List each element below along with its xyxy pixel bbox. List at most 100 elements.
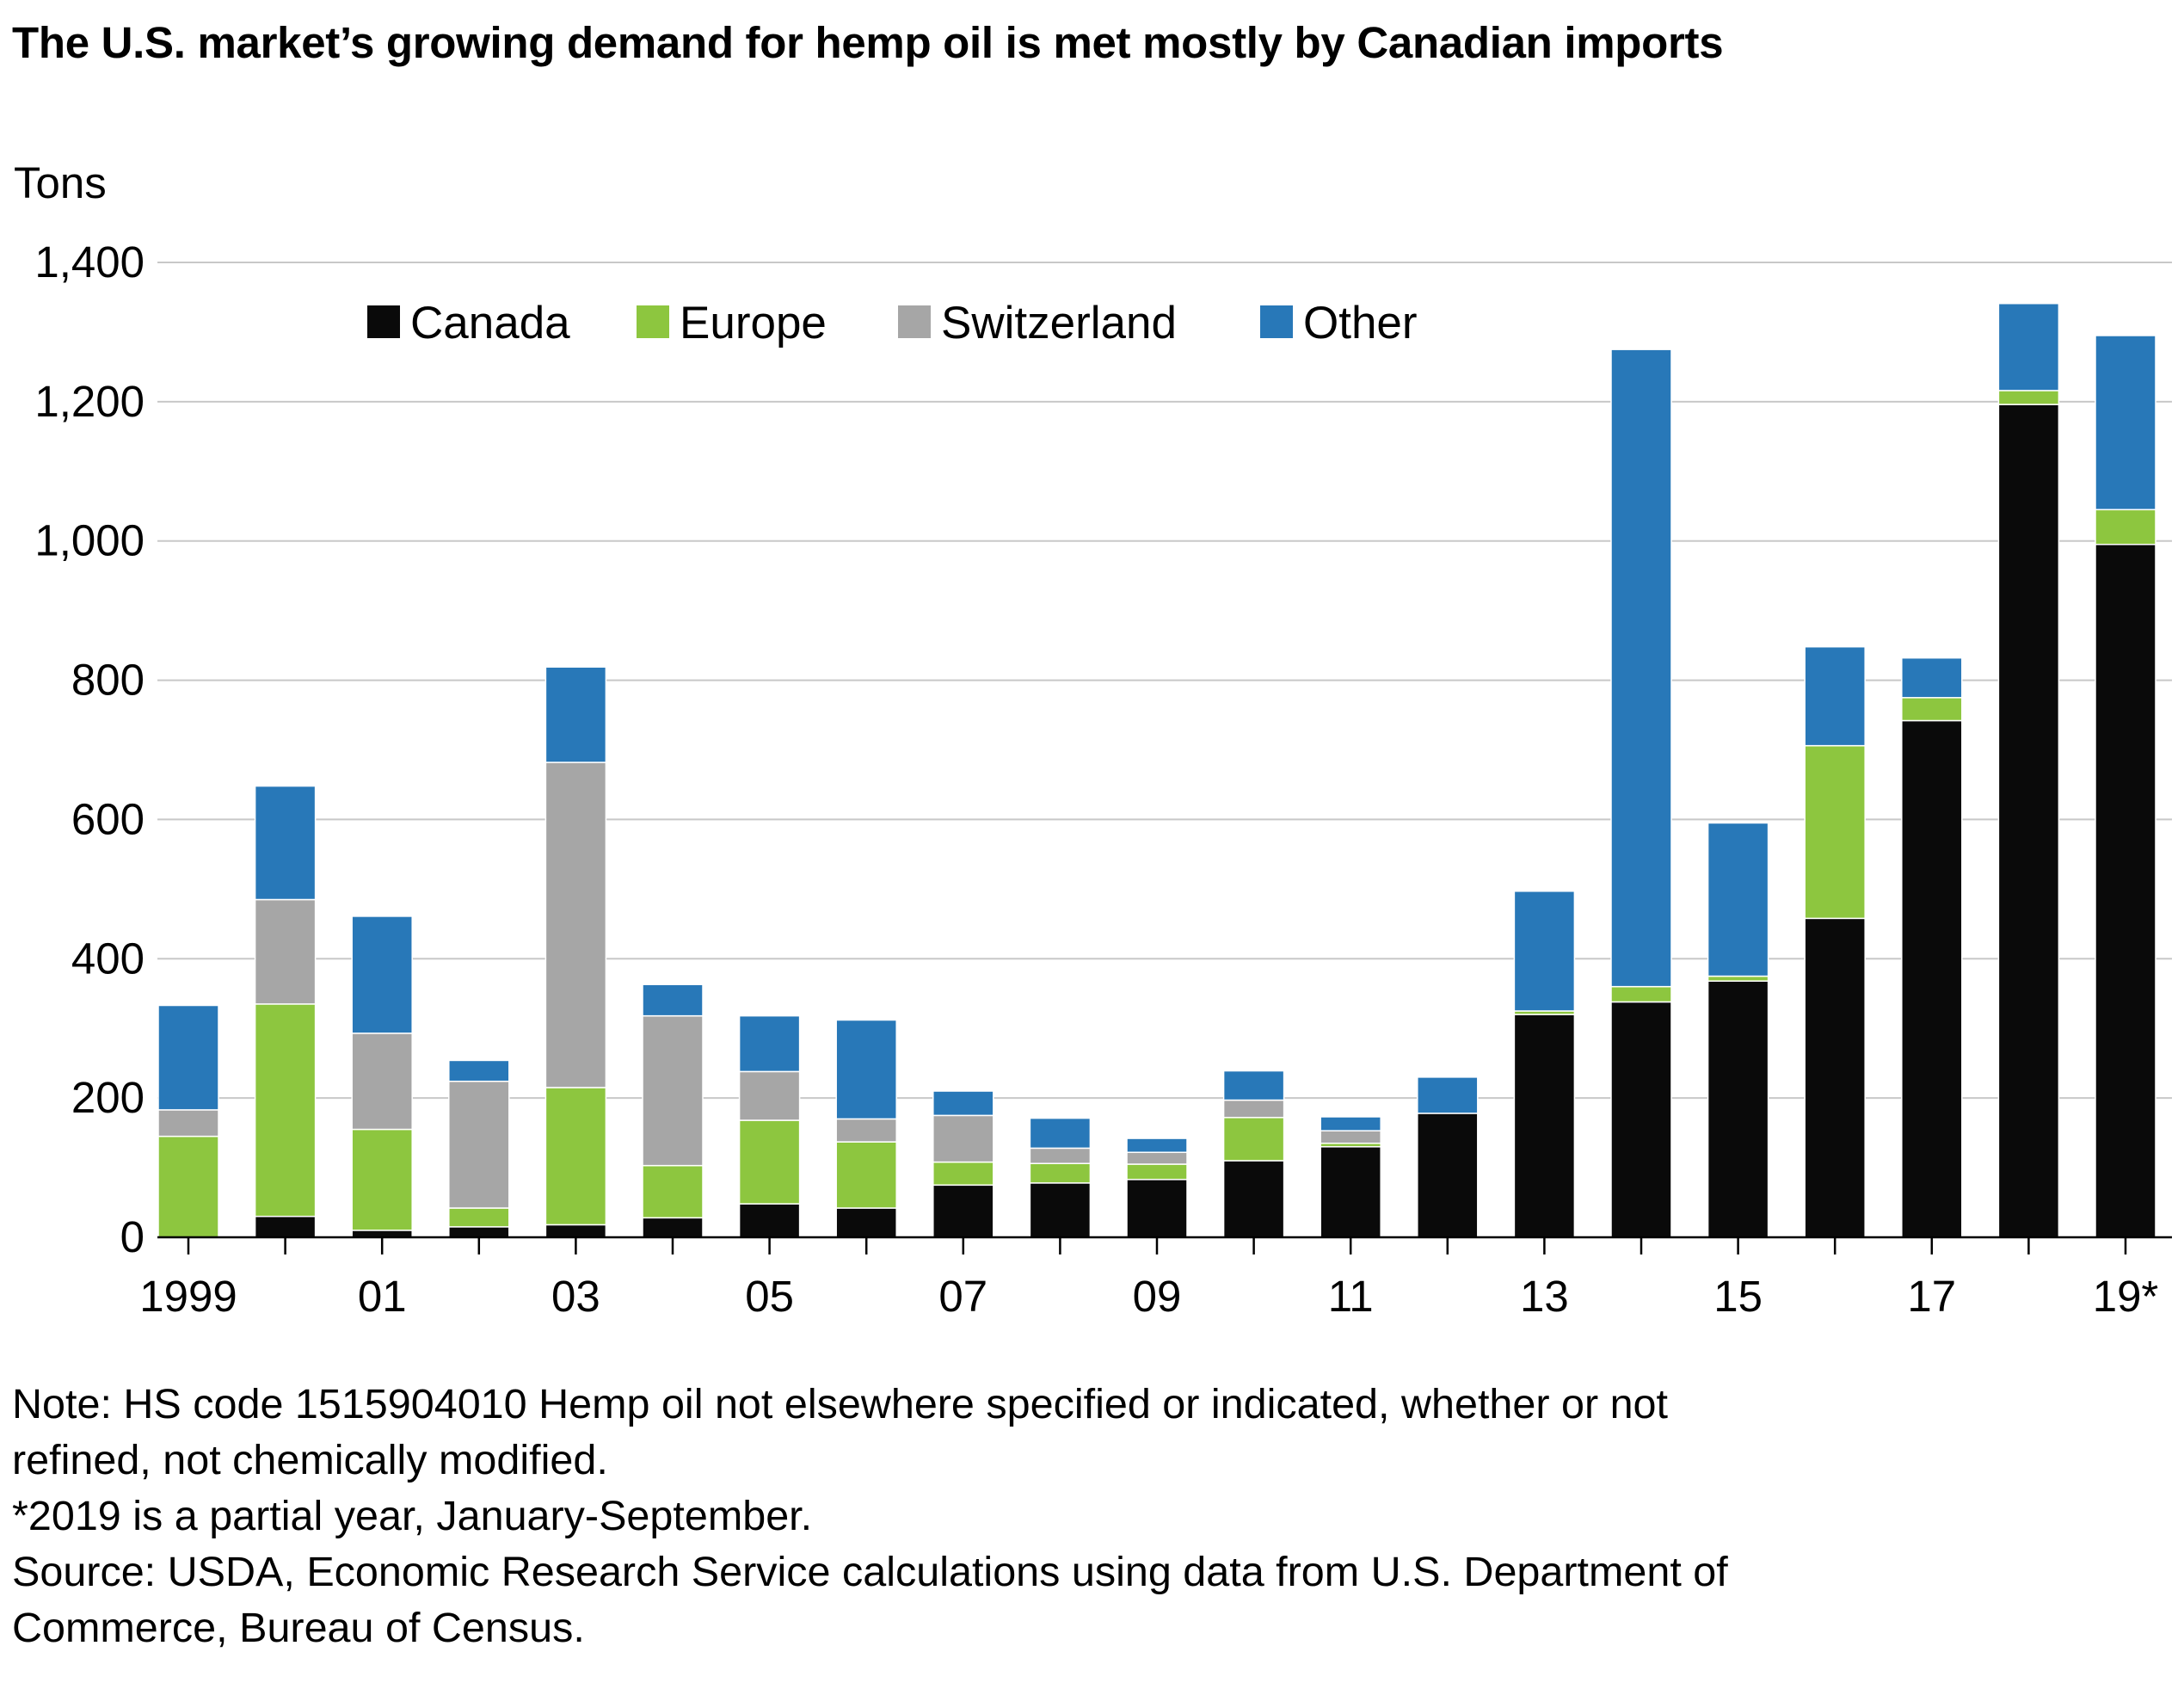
bar-canada-07 [932, 1184, 994, 1238]
y-tick-label: 1,400 [34, 237, 145, 287]
chart-notes: Note: HS code 1515904010 Hemp oil not el… [12, 1377, 2162, 1656]
x-tick-label: 09 [1133, 1272, 1182, 1321]
note-line-1: Note: HS code 1515904010 Hemp oil not el… [12, 1381, 1669, 1427]
bar-other-17 [1901, 656, 1963, 699]
x-tick-label: 05 [745, 1272, 794, 1321]
y-tick-label: 800 [71, 656, 145, 705]
bar-other-2006 [835, 1019, 897, 1120]
bar-switzerland-07 [932, 1114, 994, 1163]
legend-swatch-europe [637, 305, 669, 338]
y-tick-label: 200 [71, 1073, 145, 1122]
bar-canada-2002 [448, 1226, 510, 1238]
bar-canada-2000 [254, 1215, 317, 1238]
y-tick-label: 1,000 [34, 516, 145, 565]
bar-switzerland-03 [544, 761, 607, 1088]
x-tick-label: 19* [2093, 1272, 2159, 1321]
bar-canada-2012 [1417, 1113, 1479, 1238]
bar-europe-2006 [835, 1141, 897, 1209]
legend-swatch-other [1260, 305, 1293, 338]
legend-label-switzerland: Switzerland [941, 298, 1177, 348]
bar-canada-2008 [1029, 1182, 1092, 1238]
bar-switzerland-1999 [157, 1109, 219, 1137]
bar-other-03 [544, 666, 607, 763]
x-tick-label: 1999 [139, 1272, 237, 1321]
bar-other-19* [2095, 335, 2156, 511]
bar-other-09 [1126, 1137, 1188, 1154]
bar-europe-03 [544, 1087, 607, 1226]
bar-canada-2010 [1222, 1160, 1285, 1238]
legend-label-europe: Europe [680, 298, 827, 348]
y-tick-label: 600 [71, 794, 145, 843]
bar-switzerland-2004 [642, 1014, 704, 1167]
bar-other-2000 [254, 785, 317, 901]
bar-switzerland-2002 [448, 1080, 510, 1209]
legend-swatch-canada [367, 305, 400, 338]
bar-other-11 [1320, 1116, 1381, 1131]
bar-europe-2018 [1997, 390, 2060, 405]
bar-other-2016 [1804, 645, 1866, 747]
bar-europe-2016 [1804, 744, 1866, 920]
bar-canada-03 [544, 1224, 607, 1238]
bar-other-2014 [1610, 348, 1672, 988]
stacked-bar-chart: Tons 0 200 400 600 800 1,000 1,200 1,400 1999 01 03… [14, 158, 2172, 1321]
bar-switzerland-09 [1126, 1151, 1188, 1165]
bar-canada-2018 [1997, 404, 2060, 1238]
y-tick-label: 400 [71, 934, 145, 983]
bar-canada-09 [1126, 1179, 1188, 1238]
bar-europe-07 [932, 1161, 994, 1187]
bar-canada-2006 [835, 1207, 897, 1238]
bar-europe-15 [1707, 975, 1769, 982]
bar-other-13 [1513, 891, 1576, 1012]
x-tick-label: 17 [1907, 1272, 1956, 1321]
bar-switzerland-2006 [835, 1118, 897, 1143]
bar-europe-19* [2095, 509, 2156, 546]
x-tick-label: 11 [1328, 1272, 1374, 1321]
x-tick-label: 01 [358, 1272, 407, 1321]
bar-canada-19* [2095, 544, 2156, 1238]
bar-switzerland-2008 [1029, 1147, 1092, 1164]
bar-europe-05 [738, 1119, 801, 1205]
bar-other-15 [1707, 822, 1769, 977]
bar-europe-17 [1901, 697, 1963, 722]
chart-title: The U.S. market’s growing demand for hem… [12, 18, 1724, 67]
bar-switzerland-2010 [1222, 1099, 1285, 1119]
bar-other-2010 [1222, 1069, 1285, 1101]
legend-label-canada: Canada [410, 298, 570, 348]
bar-switzerland-01 [351, 1033, 413, 1131]
y-tick-label: 0 [120, 1212, 145, 1261]
bar-canada-17 [1901, 719, 1963, 1238]
bar-europe-2008 [1029, 1162, 1092, 1184]
bar-switzerland-05 [738, 1070, 801, 1121]
bar-other-05 [738, 1014, 801, 1073]
note-line-5: Commerce, Bureau of Census. [12, 1605, 585, 1651]
x-tick-label: 15 [1713, 1272, 1763, 1321]
y-tick-label: 1,200 [34, 377, 145, 426]
bar-europe-2002 [448, 1207, 510, 1228]
bar-canada-11 [1320, 1146, 1381, 1238]
bar-other-01 [351, 915, 413, 1034]
bar-other-2008 [1029, 1117, 1092, 1150]
bar-europe-09 [1126, 1163, 1188, 1180]
bar-europe-2000 [254, 1003, 317, 1217]
note-line-4: Source: USDA, Economic Research Service … [12, 1549, 1728, 1595]
bar-canada-05 [738, 1203, 801, 1238]
bar-europe-2014 [1610, 985, 1672, 1003]
bar-canada-2014 [1610, 1001, 1672, 1238]
bar-other-2004 [642, 983, 704, 1017]
x-tick-label: 03 [551, 1272, 600, 1321]
bar-europe-01 [351, 1128, 413, 1231]
y-axis-label: Tons [14, 158, 107, 207]
bar-europe-2004 [642, 1164, 704, 1219]
bar-switzerland-2000 [254, 898, 317, 1005]
bar-canada-13 [1513, 1014, 1576, 1238]
bar-switzerland-11 [1320, 1130, 1381, 1144]
legend-label-other: Other [1303, 298, 1418, 348]
bar-europe-2010 [1222, 1117, 1285, 1162]
bar-other-2002 [448, 1059, 510, 1082]
bar-canada-2004 [642, 1217, 704, 1238]
bar-other-07 [932, 1090, 994, 1117]
bar-other-1999 [157, 1004, 219, 1111]
note-line-3: *2019 is a partial year, January-Septemb… [12, 1493, 813, 1539]
bar-europe-1999 [157, 1135, 219, 1238]
x-tick-label: 13 [1520, 1272, 1569, 1321]
